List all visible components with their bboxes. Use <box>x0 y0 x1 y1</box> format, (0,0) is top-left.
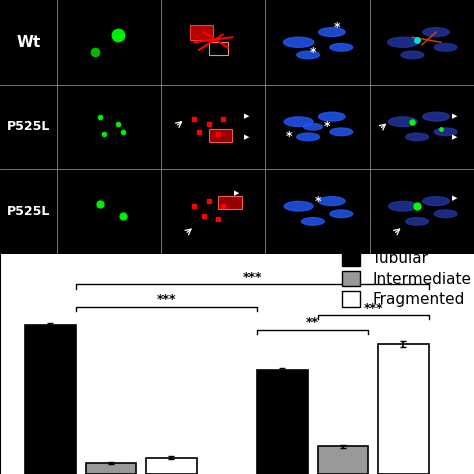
Ellipse shape <box>297 51 319 59</box>
Text: **: ** <box>306 316 319 329</box>
Text: *: * <box>286 130 292 144</box>
Ellipse shape <box>389 201 417 211</box>
Bar <box>218 196 242 209</box>
Ellipse shape <box>283 37 314 47</box>
Ellipse shape <box>284 201 313 211</box>
Ellipse shape <box>284 117 313 127</box>
Bar <box>209 42 228 55</box>
Ellipse shape <box>423 197 449 206</box>
Text: B: B <box>0 200 12 243</box>
Text: *: * <box>310 46 316 59</box>
Ellipse shape <box>423 112 449 121</box>
Text: *: * <box>324 120 330 133</box>
Ellipse shape <box>330 128 353 136</box>
Ellipse shape <box>434 128 457 136</box>
Ellipse shape <box>297 133 319 141</box>
Text: ▶: ▶ <box>452 114 458 119</box>
Ellipse shape <box>319 27 345 36</box>
Bar <box>209 129 232 142</box>
Text: *: * <box>314 195 321 208</box>
Bar <box>257 370 308 474</box>
Ellipse shape <box>401 51 424 59</box>
Ellipse shape <box>388 37 418 47</box>
Text: ▶: ▶ <box>452 196 458 201</box>
Bar <box>318 446 368 474</box>
Bar <box>25 325 76 474</box>
Ellipse shape <box>301 218 324 225</box>
Ellipse shape <box>389 117 417 127</box>
Bar <box>86 463 136 474</box>
Text: P525L: P525L <box>7 205 50 218</box>
Bar <box>146 457 197 474</box>
Ellipse shape <box>319 197 345 206</box>
Bar <box>190 25 213 40</box>
Text: ***: *** <box>156 293 176 307</box>
Text: ▶: ▶ <box>244 134 249 140</box>
Text: ▶: ▶ <box>244 114 249 119</box>
Text: *: * <box>333 20 340 34</box>
Ellipse shape <box>406 218 428 225</box>
Text: ▶: ▶ <box>234 191 240 197</box>
Ellipse shape <box>319 112 345 121</box>
Text: ***: *** <box>364 302 383 315</box>
Ellipse shape <box>406 133 428 141</box>
Ellipse shape <box>330 210 353 218</box>
Bar <box>378 344 428 474</box>
Ellipse shape <box>434 210 457 218</box>
Ellipse shape <box>303 124 322 130</box>
Text: P525L: P525L <box>7 120 50 133</box>
Ellipse shape <box>434 44 457 51</box>
Ellipse shape <box>330 44 353 51</box>
Text: ▶: ▶ <box>452 134 458 140</box>
Text: Wt: Wt <box>16 35 41 50</box>
Text: ***: *** <box>242 271 262 284</box>
Ellipse shape <box>423 27 449 36</box>
Legend: Tubular, Intermediate, Fragmented: Tubular, Intermediate, Fragmented <box>342 250 471 307</box>
